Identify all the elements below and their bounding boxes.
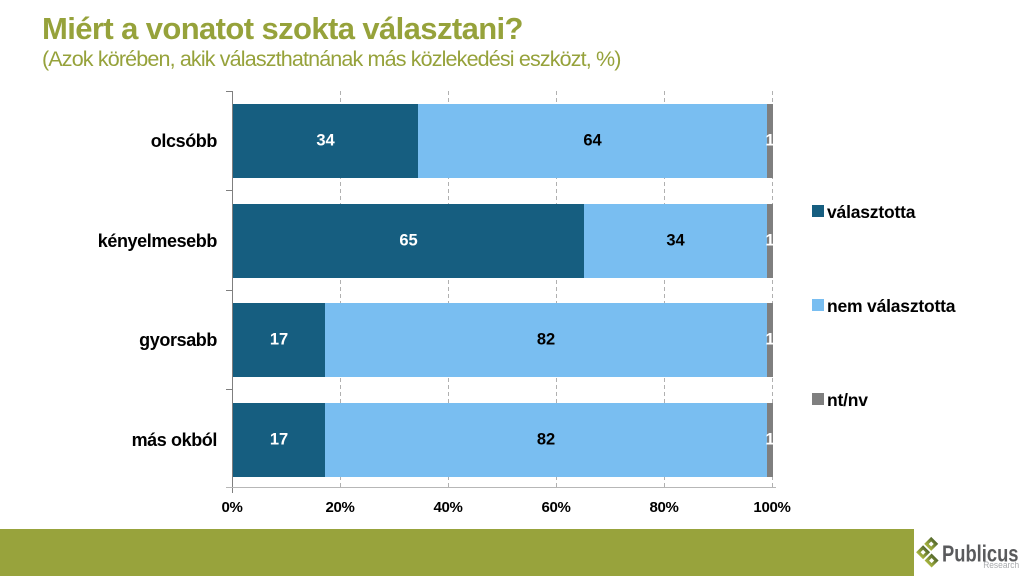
- svg-text:Publicus: Publicus: [942, 541, 1019, 567]
- svg-text:Research: Research: [983, 560, 1019, 570]
